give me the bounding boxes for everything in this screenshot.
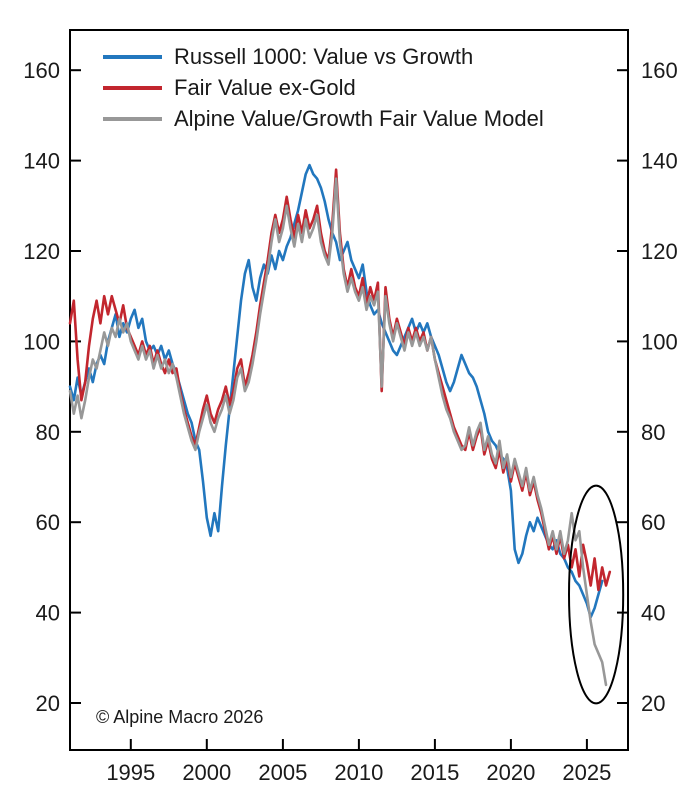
legend-swatch-fair-value [103,85,162,90]
x-tick-label: 2015 [410,760,459,785]
y-tick-label-left: 120 [23,239,60,264]
y-tick-label-right: 20 [641,691,665,716]
legend-swatch-russell [103,54,162,59]
legend-label-alpine-model: Alpine Value/Growth Fair Value Model [174,105,544,131]
y-tick-label-right: 100 [641,329,678,354]
y-tick-label-left: 80 [36,420,60,445]
x-tick-label: 2000 [182,760,231,785]
x-tick-label: 2020 [486,760,535,785]
y-tick-label-left: 160 [23,58,60,83]
y-tick-label-right: 120 [641,239,678,264]
y-tick-label-left: 60 [36,510,60,535]
y-tick-label-right: 140 [641,149,678,174]
legend-item-fair-value: Fair Value ex-Gold [103,72,544,103]
y-tick-label-right: 60 [641,510,665,535]
y-tick-label-left: 140 [23,149,60,174]
x-tick-label: 1995 [106,760,155,785]
y-tick-label-left: 20 [36,691,60,716]
y-tick-label-left: 100 [23,329,60,354]
y-tick-label-left: 40 [36,601,60,626]
legend-swatch-alpine-model [103,116,162,121]
x-tick-label: 2025 [562,760,611,785]
legend-label-russell: Russell 1000: Value vs Growth [174,43,474,69]
plot-border [69,29,629,751]
x-tick-label: 2005 [258,760,307,785]
series-line-2 [68,177,608,687]
legend-label-fair-value: Fair Value ex-Gold [174,74,356,100]
legend: Russell 1000: Value vs Growth Fair Value… [103,41,544,134]
legend-item-russell: Russell 1000: Value vs Growth [103,41,544,72]
series-line-0 [68,163,604,619]
x-tick-label: 2010 [334,760,383,785]
y-tick-label-right: 80 [641,420,665,445]
y-tick-label-right: 160 [641,58,678,83]
copyright-text: © Alpine Macro 2026 [96,707,264,727]
annotation-ellipse [568,484,625,705]
y-tick-label-right: 40 [641,601,665,626]
legend-item-alpine-model: Alpine Value/Growth Fair Value Model [103,103,544,134]
